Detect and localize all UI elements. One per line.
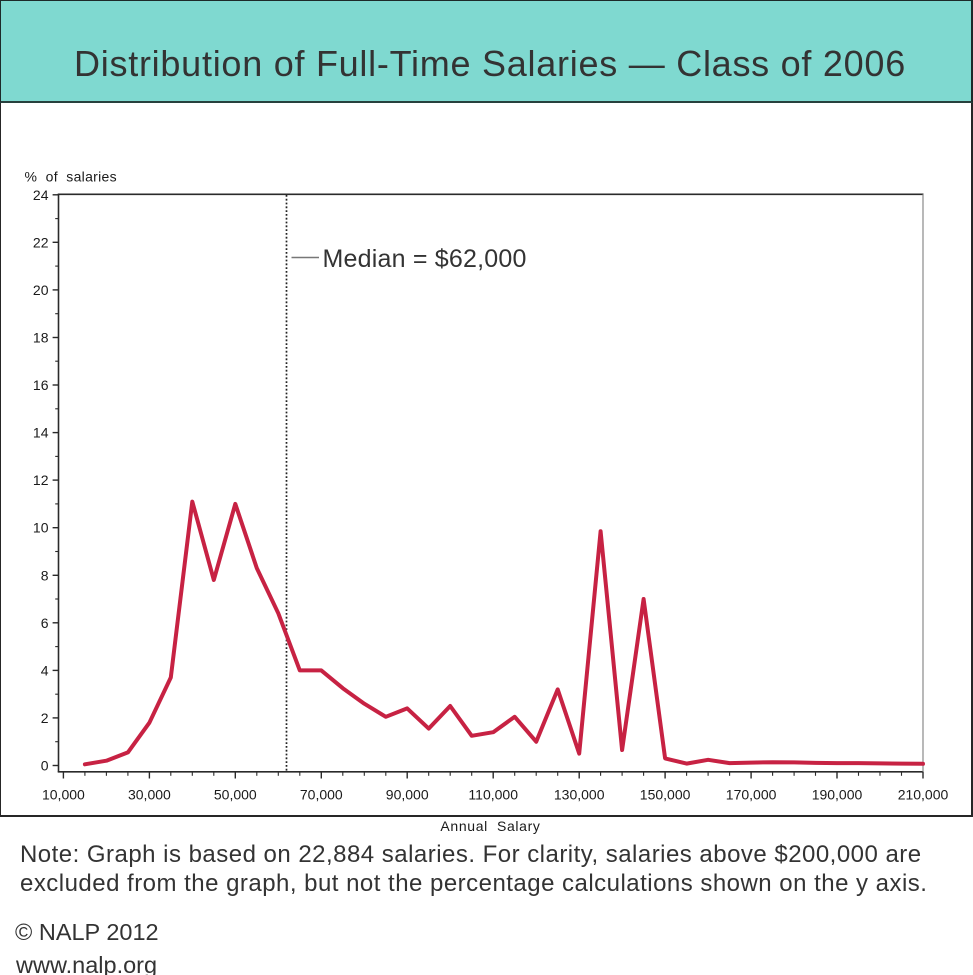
svg-text:170,000: 170,000 [726,787,777,803]
svg-text:0: 0 [41,758,49,774]
svg-text:6: 6 [41,615,49,631]
svg-text:10: 10 [33,520,49,536]
svg-text:18: 18 [33,330,49,346]
svg-text:150,000: 150,000 [640,787,691,803]
svg-text:210,000: 210,000 [898,787,949,803]
svg-text:90,000: 90,000 [386,787,429,803]
svg-text:12: 12 [33,472,49,488]
svg-text:30,000: 30,000 [128,787,171,803]
svg-text:24: 24 [33,187,49,203]
svg-text:4: 4 [41,662,49,678]
svg-text:20: 20 [33,282,49,298]
svg-text:% of salaries: % of salaries [25,169,117,185]
svg-text:Median = $62,000: Median = $62,000 [323,245,527,273]
svg-text:110,000: 110,000 [468,787,518,803]
svg-text:10,000: 10,000 [42,787,85,803]
svg-text:16: 16 [33,377,49,393]
svg-text:2: 2 [41,710,49,726]
svg-text:70,000: 70,000 [300,787,343,803]
svg-text:Annual Salary: Annual Salary [440,818,540,834]
svg-text:22: 22 [33,234,49,250]
svg-text:14: 14 [33,425,49,441]
svg-text:130,000: 130,000 [554,787,605,803]
svg-text:190,000: 190,000 [812,787,863,803]
svg-text:50,000: 50,000 [214,787,257,803]
svg-text:8: 8 [41,567,49,583]
